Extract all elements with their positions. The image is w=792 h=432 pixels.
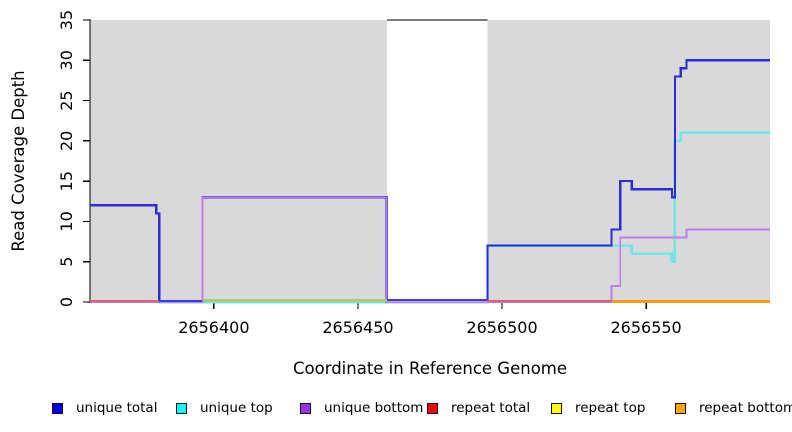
- legend-item-repeat-total: repeat total: [427, 398, 530, 418]
- legend-item-repeat-bottom: repeat bottom: [675, 398, 792, 418]
- x-tick-label: 2656550: [610, 318, 681, 337]
- y-tick-label: 15: [57, 171, 76, 191]
- baseline-zero-segments: [90, 299, 770, 302]
- legend-label: repeat total: [451, 400, 531, 416]
- y-axis-title: Read Coverage Depth: [9, 70, 28, 251]
- legend-item-unique-top: unique top: [176, 398, 273, 418]
- x-tick-label: 2656400: [178, 318, 249, 337]
- y-tick-label: 20: [57, 131, 76, 151]
- background-bands: [90, 18, 770, 302]
- legend: unique total unique top unique bottom re…: [0, 398, 792, 422]
- repeat-top-swatch-icon: [551, 402, 562, 414]
- y-tick-label: 10: [57, 211, 76, 231]
- legend-label: unique top: [200, 400, 273, 416]
- repeat-bottom-swatch-icon: [675, 402, 686, 414]
- y-tick-label: 35: [57, 10, 76, 30]
- legend-label: repeat bottom: [699, 400, 792, 416]
- x-axis-title: Coordinate in Reference Genome: [293, 359, 567, 378]
- legend-item-unique-bottom: unique bottom: [300, 398, 423, 418]
- legend-label: repeat top: [575, 400, 646, 416]
- x-tick-label: 2656450: [322, 318, 393, 337]
- covered-region-left: [90, 20, 387, 302]
- axes: 2656400 2656450 2656500 2656550 0 5 10 15 20 25 30…: [57, 10, 770, 337]
- repeat-total-swatch-icon: [427, 402, 438, 414]
- series-lines: [90, 59, 770, 304]
- legend-item-repeat-top: repeat top: [551, 398, 645, 418]
- legend-label: unique bottom: [324, 400, 424, 416]
- unique-total-swatch-icon: [52, 402, 63, 414]
- y-tick-label: 25: [57, 90, 76, 110]
- legend-label: unique total: [76, 400, 158, 416]
- unique-top-swatch-icon: [176, 402, 187, 414]
- covered-region-right: [487, 20, 770, 302]
- y-tick-label: 0: [57, 297, 76, 307]
- y-tick-label: 30: [57, 50, 76, 70]
- x-tick-label: 2656500: [466, 318, 537, 337]
- unique-bottom-swatch-icon: [300, 402, 311, 414]
- series-line-unique-bottom: [90, 196, 770, 303]
- y-tick-label: 5: [57, 257, 76, 267]
- legend-item-unique-total: unique total: [52, 398, 157, 418]
